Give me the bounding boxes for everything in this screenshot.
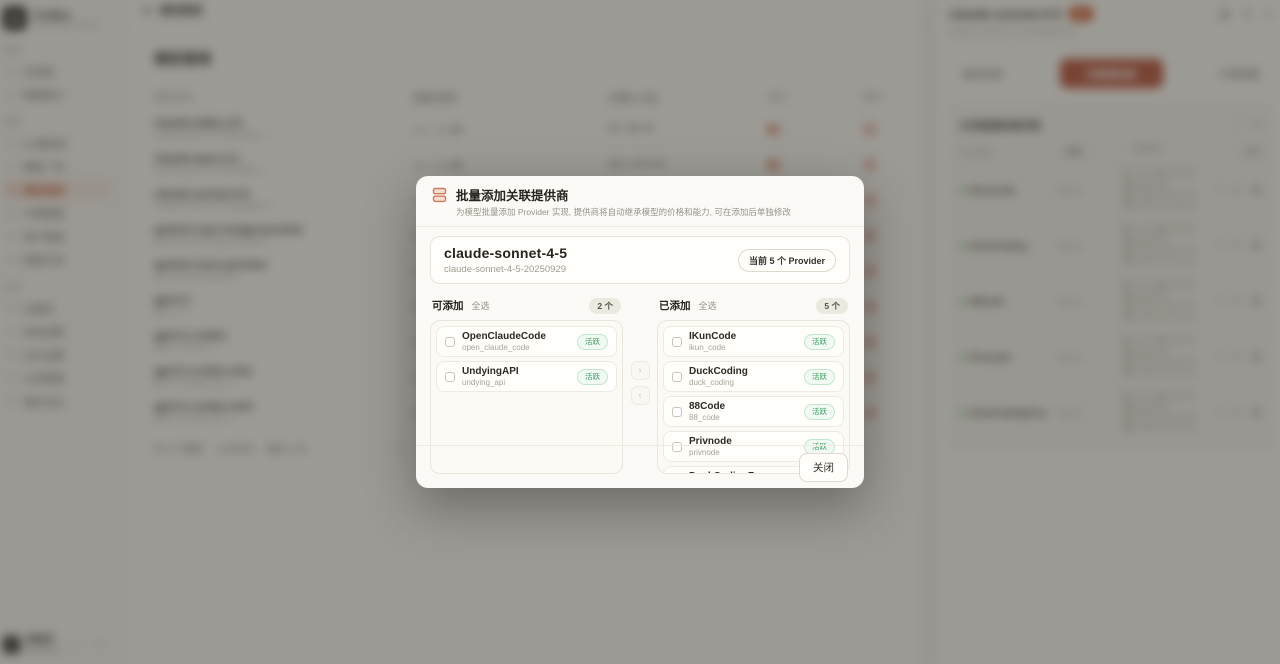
provider-code: 88_code [689,412,720,422]
model-summary-card: claude-sonnet-4-5 claude-sonnet-4-5-2025… [430,236,850,284]
available-title: 可添加 [432,300,464,312]
added-provider-item[interactable]: IKunCode ikun_code 活跃 [663,326,844,358]
close-button[interactable]: 关闭 [799,452,848,482]
provider-name: UndyingAPI [462,366,519,378]
status-badge: 活跃 [804,403,835,420]
available-column: 可添加 全选 2 个 OpenClaudeCode open_claude_cod… [430,292,623,474]
provider-code: undying_api [462,377,506,387]
provider-count-badge: 当前 5 个 Provider [737,248,836,272]
move-right-button[interactable]: › [630,361,650,380]
provider-name: IKunCode [689,331,737,342]
provider-name: Privnode [689,436,732,448]
checkbox[interactable] [445,336,455,347]
checkbox[interactable] [445,371,455,382]
added-select-all[interactable]: 全选 [698,301,717,311]
batch-add-provider-modal: 批量添加关联提供商 为模型批量添加 Provider 实现, 提供商将自动继承模… [416,176,864,488]
available-provider-item[interactable]: UndyingAPI undying_api 活跃 [436,361,617,393]
checkbox[interactable] [672,441,682,452]
status-badge: 活跃 [577,333,608,350]
provider-code: duck_coding [689,377,734,387]
status-badge: 活跃 [804,368,835,385]
provider-name: DuckCoding [689,366,748,378]
available-count-badge: 2 个 [589,298,621,314]
added-provider-item[interactable]: 88Code 88_code 活跃 [663,396,844,428]
available-provider-item[interactable]: OpenClaudeCode open_claude_code 活跃 [436,326,617,358]
available-provider-list: OpenClaudeCode open_claude_code 活跃 UndyingA… [430,320,623,474]
available-select-all[interactable]: 全选 [471,301,490,311]
provider-code: open_claude_code [462,342,530,352]
added-provider-item[interactable]: DuckCoding duck_coding 活跃 [663,361,844,393]
checkbox[interactable] [672,336,682,347]
provider-name: 88Code [689,401,726,413]
status-badge: 活跃 [577,368,608,385]
modal-subtitle: 为模型批量添加 Provider 实现, 提供商将自动继承模型的价格和能力, 可… [456,207,791,217]
added-column: 已添加 全选 5 个 IKunCode ikun_code 活跃 DuckCoding… [657,292,850,474]
added-title: 已添加 [659,300,691,312]
stack-icon [432,187,447,218]
provider-name: OpenClaudeCode [462,331,546,342]
provider-name: DuckCodingFree [689,471,769,473]
checkbox[interactable] [672,406,682,417]
provider-code: ikun_code [689,342,726,352]
model-name: claude-sonnet-4-5 [444,245,568,261]
move-left-button[interactable]: ‹ [630,386,650,405]
model-version: claude-sonnet-4-5-20250929 [444,264,567,275]
added-provider-list: IKunCode ikun_code 活跃 DuckCoding duck_coding… [657,320,850,474]
modal-title: 批量添加关联提供商 [456,189,569,203]
status-badge: 活跃 [804,333,835,350]
added-count-badge: 5 个 [816,298,848,314]
provider-code: privnode [689,447,720,457]
checkbox[interactable] [672,371,682,382]
